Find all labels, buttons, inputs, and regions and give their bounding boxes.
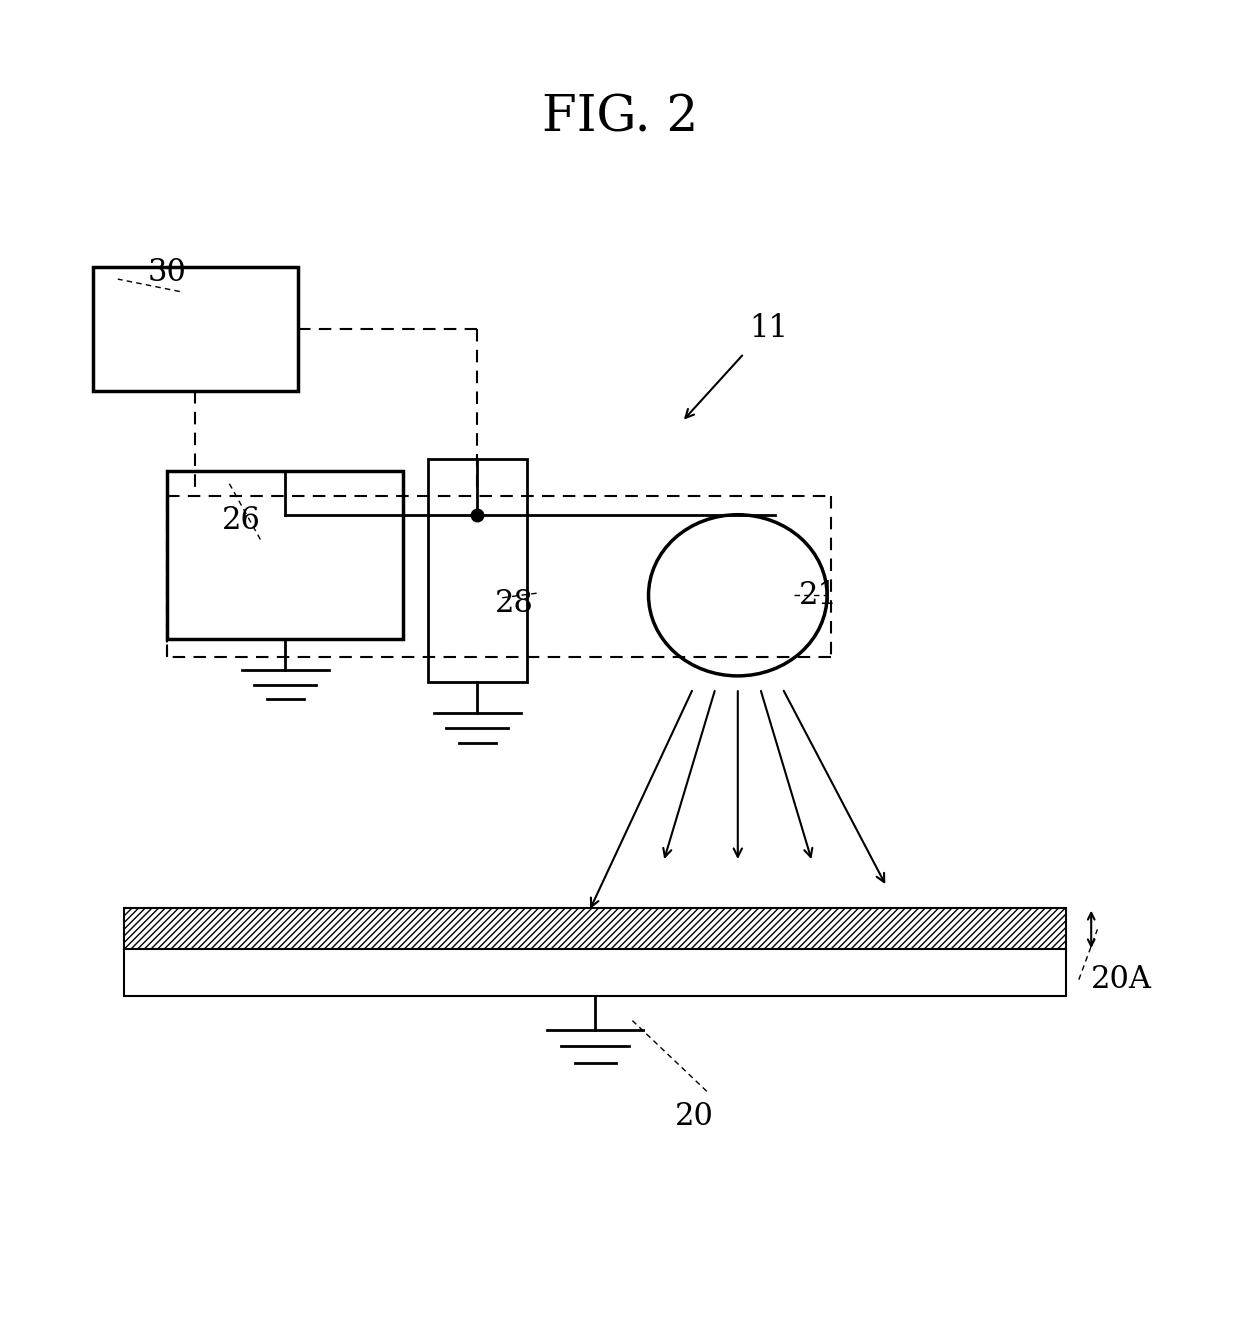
Bar bbox=[167, 471, 403, 638]
Bar bbox=[124, 949, 1066, 995]
Text: 28: 28 bbox=[495, 588, 534, 620]
Bar bbox=[428, 459, 527, 682]
Text: 21: 21 bbox=[799, 580, 838, 610]
Text: 30: 30 bbox=[148, 257, 187, 288]
Text: 20A: 20A bbox=[1091, 965, 1152, 995]
Text: 26: 26 bbox=[222, 506, 262, 536]
Ellipse shape bbox=[649, 515, 827, 675]
Text: FIG. 2: FIG. 2 bbox=[542, 93, 698, 142]
Text: 11: 11 bbox=[749, 313, 789, 344]
Bar bbox=[93, 267, 298, 390]
Bar bbox=[124, 908, 1066, 951]
Text: 20: 20 bbox=[675, 1100, 714, 1132]
